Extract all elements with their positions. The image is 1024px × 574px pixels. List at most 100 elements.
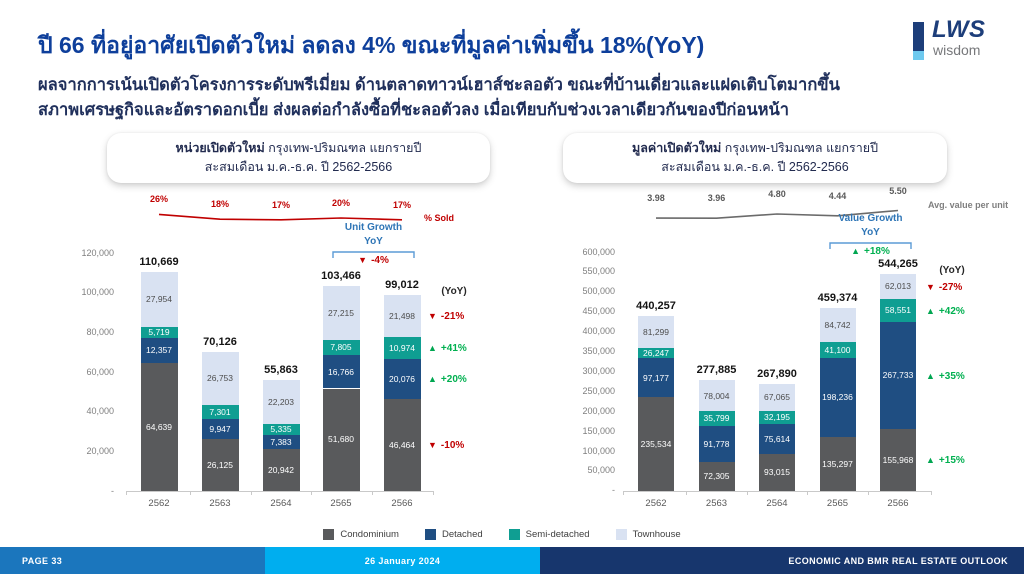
y-axis-tick-label: 450,000 bbox=[582, 306, 615, 317]
line-point-label: 4.80 bbox=[768, 189, 786, 199]
y-axis-tick-label: 40,000 bbox=[86, 406, 114, 417]
axis-tick bbox=[807, 491, 809, 495]
triangle-up-icon: ▲ bbox=[428, 343, 437, 354]
bar-segment-label: 7,301 bbox=[209, 406, 231, 417]
bar-segment-label: 84,742 bbox=[824, 319, 851, 330]
bar-segment: 27,954 bbox=[140, 271, 178, 327]
triangle-down-icon: ▼ bbox=[428, 310, 437, 321]
growth-value: ▲ +18% bbox=[816, 245, 926, 257]
growth-label-line2: YoY bbox=[861, 227, 880, 238]
bar-segment: 93,015 bbox=[759, 453, 795, 491]
x-axis-tick-label: 2566 bbox=[391, 498, 413, 509]
bar-segment-label: 67,065 bbox=[764, 392, 790, 403]
bar-segment: 51,680 bbox=[322, 388, 360, 491]
y-axis-tick-label: 350,000 bbox=[582, 346, 615, 356]
triangle-down-icon: ▼ bbox=[428, 439, 437, 450]
axis-tick bbox=[126, 491, 127, 495]
bar-segment: 26,125 bbox=[201, 439, 239, 491]
y-axis-tick-label: 600,000 bbox=[582, 246, 615, 257]
bar-segment-label: 7,805 bbox=[330, 342, 352, 353]
bar-segment-label: 5,719 bbox=[148, 327, 170, 338]
footer-report-title: ECONOMIC AND BMR REAL ESTATE OUTLOOK bbox=[540, 547, 1024, 574]
bar-segment: 32,195 bbox=[759, 411, 795, 424]
bar-segment: 5,719 bbox=[140, 326, 178, 339]
line-point-label: 18% bbox=[210, 199, 229, 210]
bar-segment: 9,947 bbox=[201, 419, 239, 440]
bar-segment: 26,753 bbox=[201, 351, 239, 405]
yoy-badge: ▲ +35% bbox=[926, 370, 965, 382]
bar-total-label: 544,265 bbox=[878, 258, 918, 271]
growth-label-line2: YoY bbox=[364, 236, 383, 247]
x-axis-tick-label: 2564 bbox=[270, 498, 292, 509]
yoy-value: +41% bbox=[440, 343, 467, 355]
triangle-up-icon: ▲ bbox=[926, 305, 935, 316]
x-axis-tick-label: 2562 bbox=[148, 498, 170, 509]
y-axis-tick-label: 400,000 bbox=[582, 326, 615, 337]
bar-segment-label: 93,015 bbox=[764, 467, 790, 478]
bar-total-label: 459,374 bbox=[817, 292, 858, 305]
growth-label-line1: Unit Growth bbox=[344, 222, 403, 233]
yoy-value: -27% bbox=[938, 281, 963, 293]
bar-segment-label: 41,100 bbox=[824, 344, 851, 355]
y-axis-tick-label: 500,000 bbox=[582, 286, 615, 297]
yoy-value: +20% bbox=[440, 373, 467, 385]
legend-item: Condominium bbox=[323, 529, 399, 540]
bar-segment: 72,305 bbox=[698, 462, 735, 491]
y-axis-tick-label: - bbox=[612, 485, 615, 496]
bar-total-label: 55,863 bbox=[264, 364, 298, 377]
bar-segment-label: 81,299 bbox=[643, 326, 669, 337]
yoy-badge: ▲ +41% bbox=[428, 342, 467, 354]
page-title: ปี 66 ที่อยู่อาศัยเปิดตัวใหม่ ลดลง 4% ขณ… bbox=[38, 32, 705, 58]
legend-label: Condominium bbox=[340, 529, 399, 540]
bar-segment: 75,614 bbox=[759, 423, 795, 454]
y-axis-tick-label: 60,000 bbox=[86, 366, 114, 377]
bar-segment: 21,498 bbox=[383, 294, 421, 338]
bar-segment: 198,236 bbox=[819, 358, 856, 438]
bar-segment: 267,733 bbox=[880, 322, 916, 429]
triangle-up-icon: ▲ bbox=[926, 370, 935, 381]
bar-segment-label: 26,125 bbox=[207, 459, 233, 470]
bar-segment: 155,968 bbox=[880, 428, 916, 491]
yoy-badge: ▲ +15% bbox=[926, 454, 965, 466]
bar-segment: 5,335 bbox=[262, 424, 300, 435]
triangle-up-icon: ▲ bbox=[428, 373, 437, 384]
line-series-label: % Sold bbox=[424, 213, 455, 223]
y-axis-tick-label: 120,000 bbox=[81, 247, 114, 258]
growth-label-line1: Value Growth bbox=[838, 213, 903, 224]
line-point-label: 17% bbox=[271, 199, 290, 210]
bar-segment-label: 9,947 bbox=[209, 424, 231, 435]
line-point-label: 3.96 bbox=[707, 193, 726, 204]
axis-tick bbox=[931, 491, 932, 495]
triangle-down-icon: ▼ bbox=[358, 255, 368, 265]
legend-item: Semi-detached bbox=[508, 529, 590, 540]
line-point-label: 4.44 bbox=[828, 190, 847, 201]
bar-segment-label: 20,942 bbox=[268, 464, 294, 475]
axis-tick bbox=[686, 491, 688, 495]
legend-swatch bbox=[615, 529, 627, 540]
yoy-value: +35% bbox=[938, 370, 965, 382]
growth-value-text: +18% bbox=[864, 246, 890, 257]
y-axis-tick-label: - bbox=[111, 485, 114, 496]
triangle-down-icon: ▼ bbox=[926, 281, 935, 292]
bar-segment-label: 78,004 bbox=[703, 390, 730, 401]
yoy-badge: ▲ +42% bbox=[926, 305, 965, 317]
bar-segment-label: 16,766 bbox=[328, 366, 354, 377]
y-axis-tick-label: 300,000 bbox=[582, 365, 615, 376]
bar-segment: 78,004 bbox=[698, 380, 735, 412]
bar-total-label: 267,890 bbox=[757, 368, 797, 381]
footer-date: 26 January 2024 bbox=[265, 547, 540, 574]
legend: Condominium Detached Semi-detached Townhous… bbox=[0, 529, 1004, 540]
yoy-value: +15% bbox=[938, 454, 965, 466]
growth-value-text: -4% bbox=[371, 255, 389, 266]
bar-segment-label: 20,076 bbox=[389, 373, 415, 384]
bar-segment: 58,551 bbox=[880, 298, 916, 323]
bar-segment-label: 21,498 bbox=[389, 310, 415, 321]
value-chart-panel-header: มูลค่าเปิดตัวใหม่ กรุงเทพ-ปริมณฑล แยกราย… bbox=[563, 133, 947, 183]
x-axis-tick-label: 2564 bbox=[766, 498, 788, 509]
legend-item: Detached bbox=[424, 529, 483, 540]
bar-segment: 12,357 bbox=[140, 338, 178, 363]
line-series-path bbox=[158, 213, 403, 221]
axis-tick bbox=[250, 491, 252, 495]
logo-bar-icon bbox=[913, 22, 924, 60]
line-point-label: 17% bbox=[392, 199, 411, 210]
